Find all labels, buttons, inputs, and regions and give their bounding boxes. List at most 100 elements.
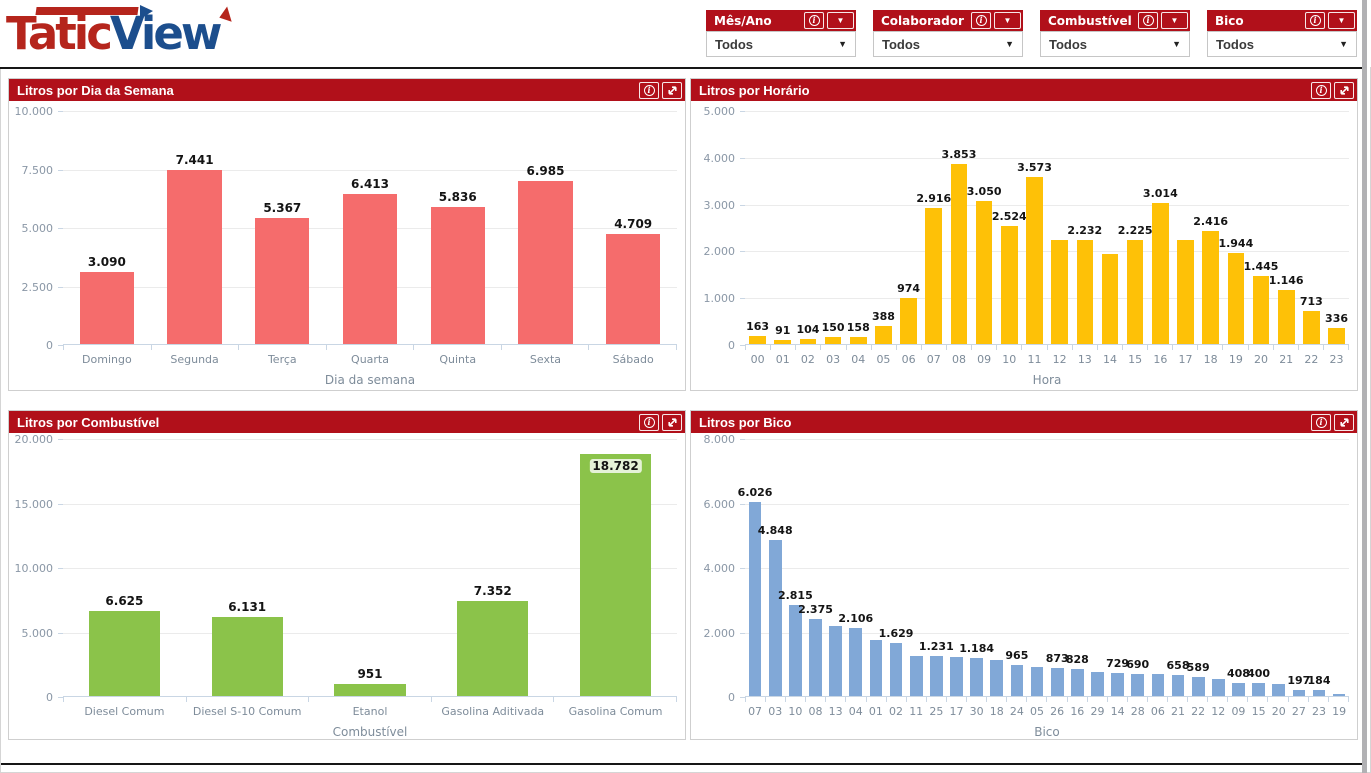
- info-icon[interactable]: i: [1311, 81, 1331, 99]
- bar[interactable]: [1026, 176, 1043, 344]
- category-label: 13: [1077, 353, 1092, 366]
- bar[interactable]: [79, 271, 135, 344]
- bar[interactable]: [909, 655, 923, 696]
- bar[interactable]: [1272, 684, 1286, 696]
- bar[interactable]: [849, 628, 863, 696]
- bar[interactable]: [518, 180, 573, 344]
- bar[interactable]: [1111, 672, 1124, 696]
- filter-menu-caret-icon[interactable]: ▼: [1328, 12, 1355, 29]
- bar[interactable]: [809, 619, 822, 696]
- bar[interactable]: [1001, 225, 1018, 344]
- bar[interactable]: [457, 601, 529, 696]
- bar[interactable]: [430, 207, 485, 344]
- x-tick: [770, 345, 795, 350]
- bar[interactable]: [975, 201, 993, 344]
- gridline: [745, 568, 1349, 569]
- bar-value-label: 873: [1045, 651, 1069, 665]
- bar[interactable]: [1010, 664, 1024, 696]
- bar[interactable]: [605, 233, 661, 344]
- expand-icon[interactable]: [662, 413, 682, 431]
- bar[interactable]: [167, 169, 222, 344]
- bar[interactable]: [1227, 253, 1245, 344]
- bar-value-label: 5.836: [438, 190, 477, 205]
- x-tick: [745, 697, 765, 702]
- bar[interactable]: [929, 656, 943, 696]
- bar[interactable]: [1252, 276, 1270, 344]
- info-icon[interactable]: i: [1311, 413, 1331, 431]
- bar[interactable]: [990, 659, 1004, 696]
- bar[interactable]: [970, 657, 983, 696]
- bar[interactable]: [799, 339, 817, 344]
- bar[interactable]: [824, 336, 842, 344]
- info-icon[interactable]: i: [971, 12, 991, 29]
- bar[interactable]: [849, 336, 867, 344]
- bar[interactable]: [1101, 253, 1119, 344]
- expand-icon[interactable]: [1334, 413, 1354, 431]
- bar[interactable]: [1051, 239, 1068, 344]
- bar[interactable]: [900, 298, 917, 344]
- bar[interactable]: [1277, 290, 1295, 344]
- bar[interactable]: [255, 218, 310, 344]
- bar[interactable]: [875, 325, 892, 344]
- bar[interactable]: [342, 193, 398, 344]
- bar[interactable]: [749, 336, 766, 344]
- bar[interactable]: [1152, 202, 1169, 344]
- bar-value-label: 1.629: [878, 627, 914, 641]
- bar[interactable]: [1177, 239, 1194, 344]
- bar[interactable]: [950, 656, 963, 696]
- bar[interactable]: [1232, 682, 1245, 696]
- bar[interactable]: [1091, 671, 1104, 696]
- panel-header: Litros por Combustível i: [9, 411, 685, 433]
- bar[interactable]: [1303, 310, 1320, 344]
- expand-icon[interactable]: [662, 81, 682, 99]
- bar[interactable]: [1131, 673, 1145, 696]
- bar[interactable]: [1202, 230, 1219, 344]
- bar[interactable]: [1252, 683, 1265, 696]
- filter-select-bico[interactable]: Todos ▼: [1207, 31, 1357, 57]
- filter-colaborador: Colaborador i ▼ Todos ▼: [873, 10, 1023, 57]
- filter-select-mes-ano[interactable]: Todos ▼: [706, 31, 856, 57]
- category-label: 21: [1171, 705, 1186, 718]
- bar[interactable]: [829, 625, 842, 696]
- bar-slot: 1.445: [1244, 111, 1278, 344]
- bar[interactable]: [869, 640, 883, 696]
- filter-select-colaborador[interactable]: Todos ▼: [873, 31, 1023, 57]
- bar[interactable]: [1191, 677, 1205, 696]
- bar[interactable]: [334, 683, 406, 696]
- bar[interactable]: [748, 501, 762, 696]
- info-icon[interactable]: i: [639, 81, 659, 99]
- filter-menu-caret-icon[interactable]: ▼: [1161, 12, 1188, 29]
- bar[interactable]: [768, 539, 782, 696]
- bar[interactable]: [579, 453, 652, 696]
- bar[interactable]: [1151, 674, 1165, 696]
- bar[interactable]: [1312, 690, 1326, 696]
- bar[interactable]: [211, 616, 283, 696]
- info-icon[interactable]: i: [1305, 12, 1325, 29]
- bar[interactable]: [925, 207, 943, 344]
- info-icon[interactable]: i: [804, 12, 824, 29]
- bar[interactable]: [1171, 674, 1185, 696]
- bar[interactable]: [950, 163, 968, 344]
- bar[interactable]: [1030, 666, 1044, 696]
- bar[interactable]: [88, 610, 160, 696]
- bar[interactable]: [1328, 328, 1345, 344]
- bar[interactable]: [1211, 679, 1225, 696]
- bar[interactable]: [1070, 669, 1084, 696]
- info-icon[interactable]: i: [1138, 12, 1158, 29]
- bar[interactable]: [789, 605, 802, 696]
- bar[interactable]: [1076, 239, 1094, 344]
- info-icon[interactable]: i: [639, 413, 659, 431]
- bar-value-label: 7.352: [473, 584, 512, 599]
- bar[interactable]: [1332, 693, 1346, 696]
- bar[interactable]: [1126, 239, 1144, 344]
- filter-mes-ano: Mês/Ano i ▼ Todos ▼: [706, 10, 856, 57]
- filter-menu-caret-icon[interactable]: ▼: [994, 12, 1021, 29]
- bar[interactable]: [1292, 689, 1306, 696]
- filter-menu-caret-icon[interactable]: ▼: [827, 12, 854, 29]
- bar[interactable]: [1050, 667, 1064, 696]
- bar-value-label: 2.375: [798, 603, 833, 617]
- expand-icon[interactable]: [1334, 81, 1354, 99]
- bar[interactable]: [889, 643, 903, 696]
- bar[interactable]: [774, 339, 792, 344]
- filter-select-combustivel[interactable]: Todos ▼: [1040, 31, 1190, 57]
